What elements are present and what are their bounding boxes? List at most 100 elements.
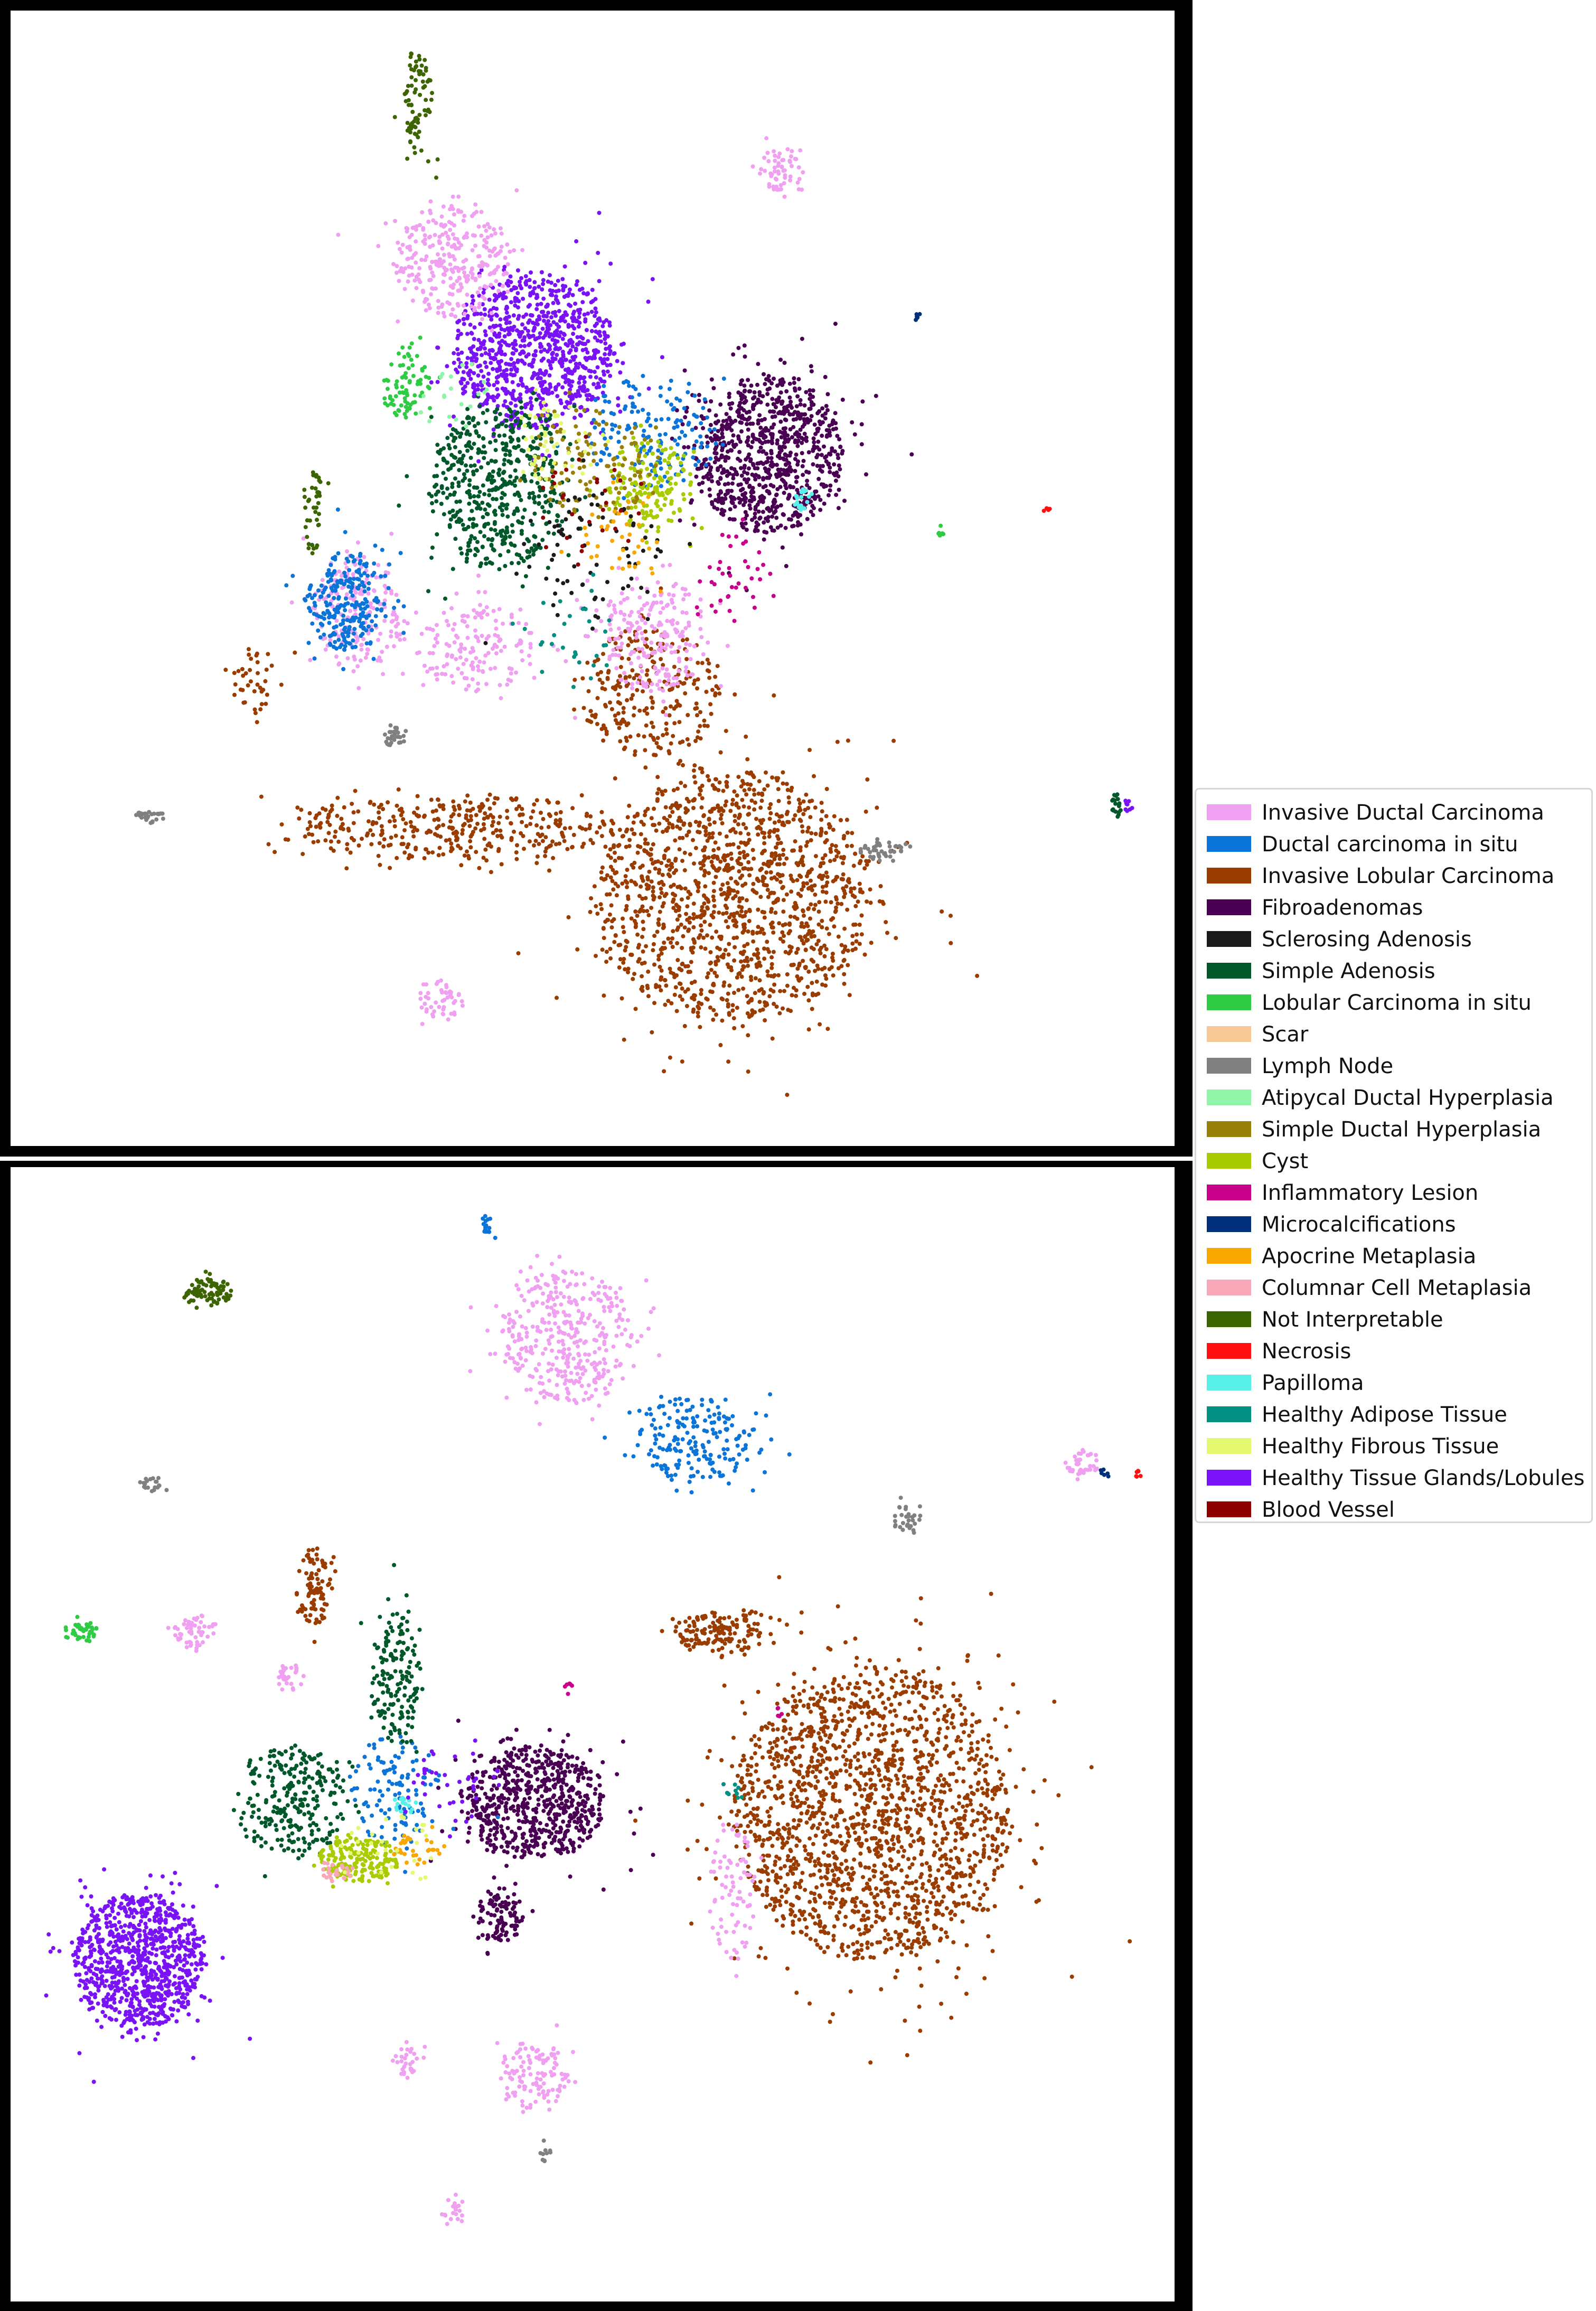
scatter-point: [524, 282, 529, 287]
scatter-point: [678, 758, 683, 763]
scatter-point: [259, 702, 264, 707]
scatter-point: [703, 833, 708, 838]
scatter-point: [665, 603, 670, 607]
scatter-point: [446, 242, 450, 247]
scatter-point: [764, 770, 768, 775]
scatter-point: [477, 293, 482, 298]
scatter-point: [796, 863, 801, 868]
scatter-point: [636, 959, 641, 964]
scatter-point: [625, 815, 630, 820]
scatter-point: [597, 678, 602, 682]
scatter-point: [616, 396, 621, 401]
scatter-point: [428, 234, 433, 239]
scatter-point: [791, 417, 796, 422]
scatter-point: [477, 305, 481, 309]
scatter-point: [452, 361, 456, 365]
scatter-point: [823, 374, 828, 379]
scatter-point: [465, 849, 469, 854]
scatter-point: [563, 391, 568, 396]
scatter-point: [679, 897, 684, 902]
scatter-point: [646, 613, 651, 617]
scatter-point: [758, 445, 763, 450]
scatter-point: [487, 225, 492, 230]
scatter-point: [598, 377, 603, 381]
scatter-point: [533, 349, 538, 353]
scatter-point: [640, 636, 645, 641]
scatter-point: [560, 411, 565, 416]
scatter-point: [295, 805, 300, 810]
scatter-point: [670, 823, 675, 828]
scatter-point: [711, 848, 716, 852]
scatter-point: [565, 400, 569, 405]
scatter-point: [712, 820, 717, 825]
scatter-point: [478, 286, 482, 291]
scatter-point: [747, 873, 752, 878]
scatter-point: [768, 483, 773, 487]
scatter-point: [465, 293, 470, 297]
scatter-point: [733, 819, 737, 823]
scatter-point: [849, 843, 854, 848]
scatter-point: [777, 429, 782, 434]
scatter-point: [504, 305, 509, 309]
scatter-point: [831, 959, 835, 963]
scatter-point: [710, 502, 715, 506]
scatter-point: [729, 876, 734, 881]
scatter-point: [613, 687, 618, 691]
scatter-point: [586, 339, 590, 344]
scatter-point: [603, 336, 607, 341]
scatter-point: [791, 817, 796, 822]
scatter-point: [476, 664, 480, 669]
scatter-point: [459, 671, 464, 675]
scatter-point: [781, 1006, 785, 1011]
scatter-point: [683, 806, 688, 811]
scatter-point: [518, 279, 522, 284]
scatter-point: [801, 881, 806, 886]
scatter-point: [476, 668, 481, 673]
scatter-point: [487, 806, 492, 811]
scatter-point: [780, 377, 785, 382]
scatter-point: [419, 1005, 424, 1010]
scatter-point: [493, 618, 498, 623]
scatter-point: [547, 373, 552, 378]
scatter-point: [625, 868, 630, 872]
scatter-point: [723, 496, 728, 501]
scatter-point: [542, 314, 547, 318]
scatter-point: [754, 890, 759, 895]
scatter-point: [555, 298, 559, 303]
scatter-point: [480, 317, 484, 322]
scatter-point: [665, 818, 670, 822]
scatter-point: [803, 947, 808, 952]
scatter-point: [832, 814, 837, 819]
scatter-point: [459, 285, 464, 290]
scatter-point: [857, 881, 862, 886]
scatter-point: [749, 1013, 754, 1018]
scatter-point: [633, 909, 638, 914]
scatter-point: [801, 437, 806, 441]
scatter-point: [359, 634, 363, 638]
scatter-point: [532, 326, 537, 331]
scatter-point: [783, 405, 787, 410]
scatter-point: [662, 941, 666, 945]
scatter-point: [457, 647, 462, 652]
scatter-point: [471, 298, 475, 303]
scatter-point: [858, 859, 863, 863]
scatter-point: [755, 947, 759, 952]
scatter-point: [677, 720, 682, 725]
scatter-point: [756, 421, 761, 426]
scatter-point: [543, 333, 548, 338]
scatter-point: [438, 804, 443, 809]
scatter-point: [584, 813, 589, 818]
scatter-point: [509, 280, 513, 285]
scatter-point: [622, 956, 626, 961]
scatter-point: [452, 622, 457, 626]
scatter-point: [464, 657, 468, 662]
scatter-point: [470, 266, 475, 271]
scatter-point: [753, 528, 758, 532]
scatter-point: [840, 861, 845, 866]
scatter-point: [316, 628, 321, 633]
scatter-point: [758, 868, 763, 872]
scatter-point: [443, 672, 448, 677]
scatter-point: [576, 324, 581, 329]
scatter-point: [514, 188, 519, 193]
scatter-point: [716, 805, 720, 810]
